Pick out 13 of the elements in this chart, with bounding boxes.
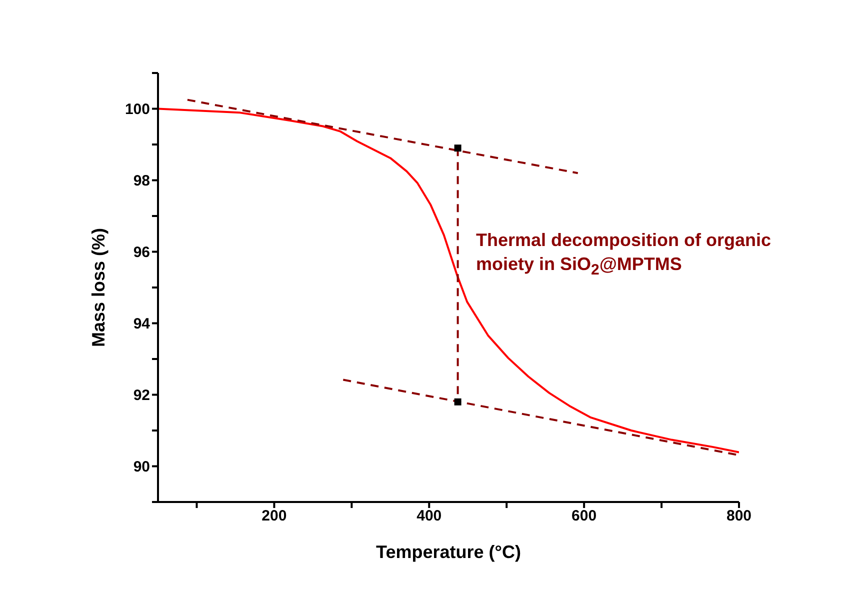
x-tick-label: 400	[416, 508, 442, 525]
y-tick-label: 92	[133, 387, 150, 404]
annotation: Thermal decomposition of organic moiety in SiO$_{2}$@MPTMS	[476, 229, 772, 281]
x-tick-label: 200	[262, 508, 287, 525]
y-tick-label: 90	[133, 458, 150, 476]
x-axis-title: Temperature (°C)	[376, 542, 521, 562]
y-axis-title: Mass loss (%)	[88, 228, 108, 348]
y-tick-label: 100	[124, 101, 150, 118]
x-tick-label: 600	[572, 508, 597, 525]
x-tick-label: 800	[726, 508, 752, 525]
y-tick-label: 96	[133, 244, 150, 262]
y-tick-label: 98	[133, 172, 150, 190]
y-tick-label: 94	[133, 316, 151, 333]
